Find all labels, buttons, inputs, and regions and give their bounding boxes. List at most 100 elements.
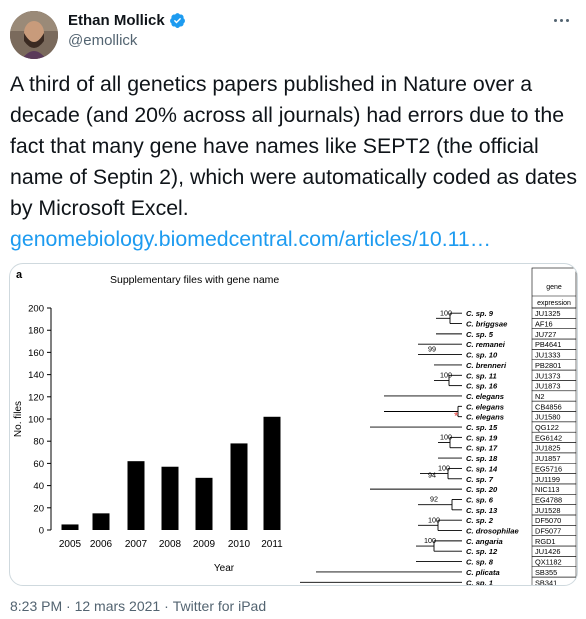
- y-tick-label: 200: [28, 304, 44, 315]
- bootstrap-label: 100: [424, 536, 436, 545]
- tweet-footer: 8:23 PM · 12 mars 2021 · Twitter for iPa…: [10, 598, 266, 614]
- phylogenetic-tree: gene expression C. sp. 9 JU1325 C. briggsae A…: [300, 267, 577, 585]
- x-tick-label: 2008: [159, 539, 182, 550]
- species-label: C. sp. 5: [466, 330, 494, 339]
- species-label: C. elegans: [466, 392, 504, 401]
- avatar[interactable]: [10, 11, 58, 59]
- species-label: C. sp. 2: [466, 516, 494, 525]
- strain-code: DF5077: [535, 527, 561, 536]
- bar-2007: [127, 461, 145, 530]
- species-label: C. angaria: [466, 537, 503, 546]
- strain-code: JU1373: [535, 371, 560, 380]
- strain-code: PB2801: [535, 361, 561, 370]
- figure-panel-label: a: [16, 269, 23, 281]
- table-header-expression: expression: [537, 300, 571, 307]
- bar-chart: Supplementary files with gene name 0 20 40 6…: [13, 274, 283, 574]
- y-tick-label: 140: [28, 370, 44, 381]
- species-label: C. plicata: [466, 568, 500, 577]
- bar-2006: [92, 513, 110, 530]
- species-label: C. sp. 17: [466, 444, 498, 453]
- bar-2005: [61, 524, 79, 530]
- bootstrap-label: 100: [440, 308, 452, 317]
- species-label: C. sp. 20: [466, 485, 498, 494]
- species-label: C. sp. 8: [466, 558, 494, 567]
- red-star-icon: *: [454, 411, 459, 423]
- strain-code: JU1426: [535, 547, 560, 556]
- species-label: C. sp. 6: [466, 495, 494, 504]
- strain-code: JU1825: [535, 444, 560, 453]
- species-label: C. drosophilae: [466, 527, 520, 536]
- y-tick-label: 100: [28, 415, 44, 426]
- strain-code: SB355: [535, 568, 557, 577]
- x-tick-label: 2006: [90, 539, 113, 550]
- species-label: C. sp. 18: [466, 454, 498, 463]
- tweet-timestamp[interactable]: 8:23 PM · 12 mars 2021 ·: [10, 598, 169, 614]
- species-label: C. brenneri: [466, 361, 507, 370]
- species-label: C. remanei: [466, 340, 506, 349]
- species-label: C. sp. 12: [466, 547, 498, 556]
- species-label: C. sp. 19: [466, 433, 498, 442]
- species-label: C. elegans: [466, 402, 504, 411]
- chart-title: Supplementary files with gene name: [110, 274, 279, 286]
- strain-code: EG6142: [535, 433, 562, 442]
- species-label: C. sp. 11: [466, 371, 497, 380]
- strain-code: N2: [535, 392, 544, 401]
- tweet-text: A third of all genetics papers published…: [10, 72, 578, 220]
- strain-code: JU1325: [535, 309, 560, 318]
- strain-code: PB4641: [535, 340, 561, 349]
- strain-code: JU1873: [535, 382, 560, 391]
- strain-code: NIC113: [535, 485, 560, 494]
- y-tick-label: 40: [33, 481, 44, 492]
- bootstrap-label: 100: [440, 370, 452, 379]
- x-tick-label: 2007: [125, 539, 148, 550]
- bar-2011: [263, 416, 281, 530]
- species-label: C. elegans: [466, 413, 504, 422]
- species-label: C. briggsae: [466, 320, 508, 329]
- strain-code: JU1199: [535, 475, 560, 484]
- strain-code: EG5716: [535, 464, 562, 473]
- species-label: C. sp. 7: [466, 475, 494, 484]
- species-label: C. sp. 15: [466, 423, 498, 432]
- author-handle[interactable]: @emollick: [68, 32, 138, 49]
- bootstrap-label: 94: [428, 471, 436, 480]
- x-axis-label: Year: [214, 563, 235, 574]
- y-tick-label: 180: [28, 326, 44, 337]
- y-tick-label: 160: [28, 348, 44, 359]
- author-name[interactable]: Ethan Mollick: [68, 12, 186, 29]
- figure-svg: a Supplementary files with gene name 0 20 4…: [13, 267, 577, 585]
- strain-code: JU1580: [535, 413, 560, 422]
- y-tick-label: 60: [33, 459, 44, 470]
- strain-code: JU1333: [535, 351, 560, 360]
- strain-code: QX1182: [535, 558, 562, 567]
- y-axis-label: No. files: [13, 401, 24, 437]
- avatar-image: [10, 11, 58, 59]
- bootstrap-label: 100: [438, 464, 450, 473]
- x-tick-label: 2010: [228, 539, 251, 550]
- x-tick-label: 2009: [193, 539, 216, 550]
- author-name-text[interactable]: Ethan Mollick: [68, 12, 165, 29]
- x-tick-label: 2011: [261, 539, 283, 550]
- bar-2008: [161, 466, 179, 530]
- bootstrap-label: 100: [440, 433, 452, 442]
- bootstrap-label: 99: [428, 345, 436, 354]
- more-options-icon[interactable]: [548, 10, 574, 30]
- bootstrap-label: 100: [428, 515, 440, 524]
- strain-code: JU1857: [535, 454, 560, 463]
- tweet-media-image[interactable]: a Supplementary files with gene name 0 20 4…: [9, 263, 578, 586]
- tweet-link[interactable]: genomebiology.biomedcentral.com/articles…: [10, 227, 492, 251]
- species-label: C. sp. 10: [466, 351, 498, 360]
- table-header-gene: gene: [546, 284, 562, 291]
- species-label: C. sp. 1: [466, 578, 493, 585]
- tweet-body: A third of all genetics papers published…: [10, 69, 580, 255]
- tweet-client[interactable]: Twitter for iPad: [172, 598, 267, 614]
- strain-code: RGD1: [535, 537, 556, 546]
- species-label: C. sp. 9: [466, 309, 494, 318]
- species-label: C. sp. 16: [466, 382, 498, 391]
- y-tick-label: 20: [33, 503, 44, 514]
- x-tick-label: 2005: [59, 539, 82, 550]
- strain-code: JU727: [535, 330, 556, 339]
- verified-badge-icon: [169, 13, 185, 28]
- species-label: C. sp. 13: [466, 506, 498, 515]
- strain-code: DF5070: [535, 516, 561, 525]
- strain-code: EG4788: [535, 495, 562, 504]
